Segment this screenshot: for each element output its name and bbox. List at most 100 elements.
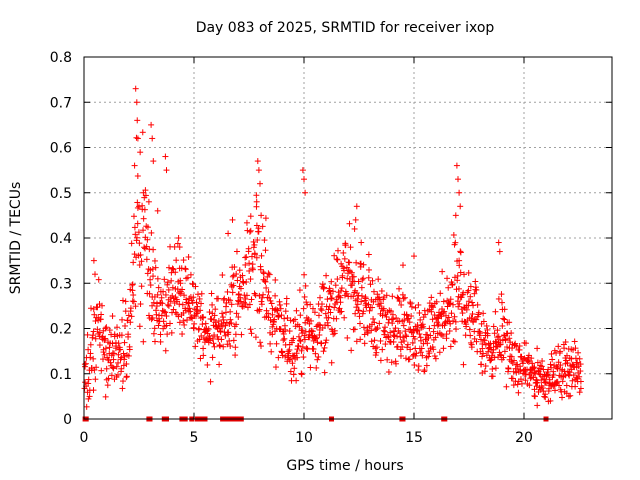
data-point — [134, 220, 141, 227]
data-point — [120, 362, 127, 369]
data-point — [96, 342, 103, 349]
data-point — [515, 389, 522, 396]
data-point — [111, 333, 118, 340]
data-point — [527, 375, 534, 382]
data-point — [415, 363, 422, 370]
data-point — [148, 121, 155, 128]
data-point — [381, 324, 388, 331]
data-point — [328, 278, 335, 285]
data-point — [480, 350, 487, 357]
data-point — [498, 291, 505, 298]
data-point — [269, 311, 276, 318]
data-point — [273, 340, 280, 347]
data-point — [440, 345, 447, 352]
data-point — [375, 276, 382, 283]
data-point — [377, 357, 384, 364]
data-point — [142, 192, 149, 199]
data-point — [468, 344, 475, 351]
data-point — [396, 285, 403, 292]
data-point — [294, 354, 301, 361]
data-point — [287, 317, 294, 324]
data-point — [250, 238, 257, 245]
data-point — [233, 310, 240, 317]
data-point — [260, 269, 267, 276]
data-point — [425, 353, 432, 360]
data-point — [315, 312, 322, 319]
data-point — [384, 356, 391, 363]
data-point — [265, 288, 272, 295]
data-point — [353, 290, 360, 297]
data-point — [219, 310, 226, 317]
data-point — [469, 311, 476, 318]
data-point — [361, 340, 368, 347]
data-point — [393, 315, 400, 322]
data-point — [175, 235, 182, 241]
data-point — [327, 309, 334, 316]
data-point — [157, 331, 164, 338]
data-point — [422, 311, 429, 318]
data-point — [137, 301, 144, 308]
data-point — [251, 250, 258, 257]
data-point — [341, 314, 348, 321]
data-point — [444, 275, 451, 282]
data-point — [295, 333, 302, 340]
data-point — [508, 330, 515, 337]
data-point — [247, 213, 254, 220]
data-point — [299, 167, 306, 174]
data-point — [230, 282, 237, 289]
data-point — [323, 272, 330, 279]
data-point — [300, 354, 307, 361]
data-point — [189, 315, 196, 322]
data-point — [389, 293, 396, 300]
data-point — [139, 129, 146, 136]
data-point — [346, 259, 353, 266]
data-point — [121, 339, 128, 346]
data-point — [243, 278, 250, 285]
data-point — [438, 313, 445, 320]
data-point — [281, 335, 288, 342]
data-point — [293, 307, 300, 314]
data-point — [258, 298, 265, 305]
data-point — [471, 290, 478, 297]
data-point — [94, 326, 101, 333]
data-point — [133, 134, 140, 141]
data-point — [272, 364, 279, 371]
data-point — [289, 360, 296, 367]
data-point — [181, 321, 188, 328]
data-point — [324, 296, 331, 303]
data-point — [490, 346, 497, 353]
data-point — [506, 319, 513, 326]
data-point — [118, 332, 125, 339]
y-tick-label: 0.7 — [50, 95, 72, 111]
data-point — [318, 301, 325, 308]
data-point — [128, 313, 135, 320]
data-point — [365, 266, 372, 273]
data-point — [237, 285, 244, 292]
data-point — [267, 297, 274, 304]
data-point — [572, 383, 579, 390]
data-point — [83, 403, 90, 410]
data-point — [111, 350, 118, 357]
data-point — [228, 283, 235, 290]
chart-title: Day 083 of 2025, SRMTID for receiver ixo… — [196, 20, 495, 36]
data-point — [427, 332, 434, 339]
data-point — [257, 339, 264, 346]
data-point — [463, 321, 470, 328]
data-point — [355, 278, 362, 285]
data-point — [326, 303, 333, 310]
data-point — [118, 365, 125, 372]
data-point — [401, 338, 408, 345]
data-point — [574, 359, 581, 366]
data-point — [121, 356, 128, 363]
data-point — [192, 283, 199, 290]
data-point — [196, 295, 203, 302]
data-point — [494, 327, 501, 334]
data-point — [390, 315, 397, 322]
data-point — [394, 333, 401, 340]
data-point — [194, 303, 201, 310]
data-point — [407, 346, 414, 353]
data-point — [403, 311, 410, 318]
data-point — [171, 243, 178, 250]
data-point — [238, 331, 245, 338]
